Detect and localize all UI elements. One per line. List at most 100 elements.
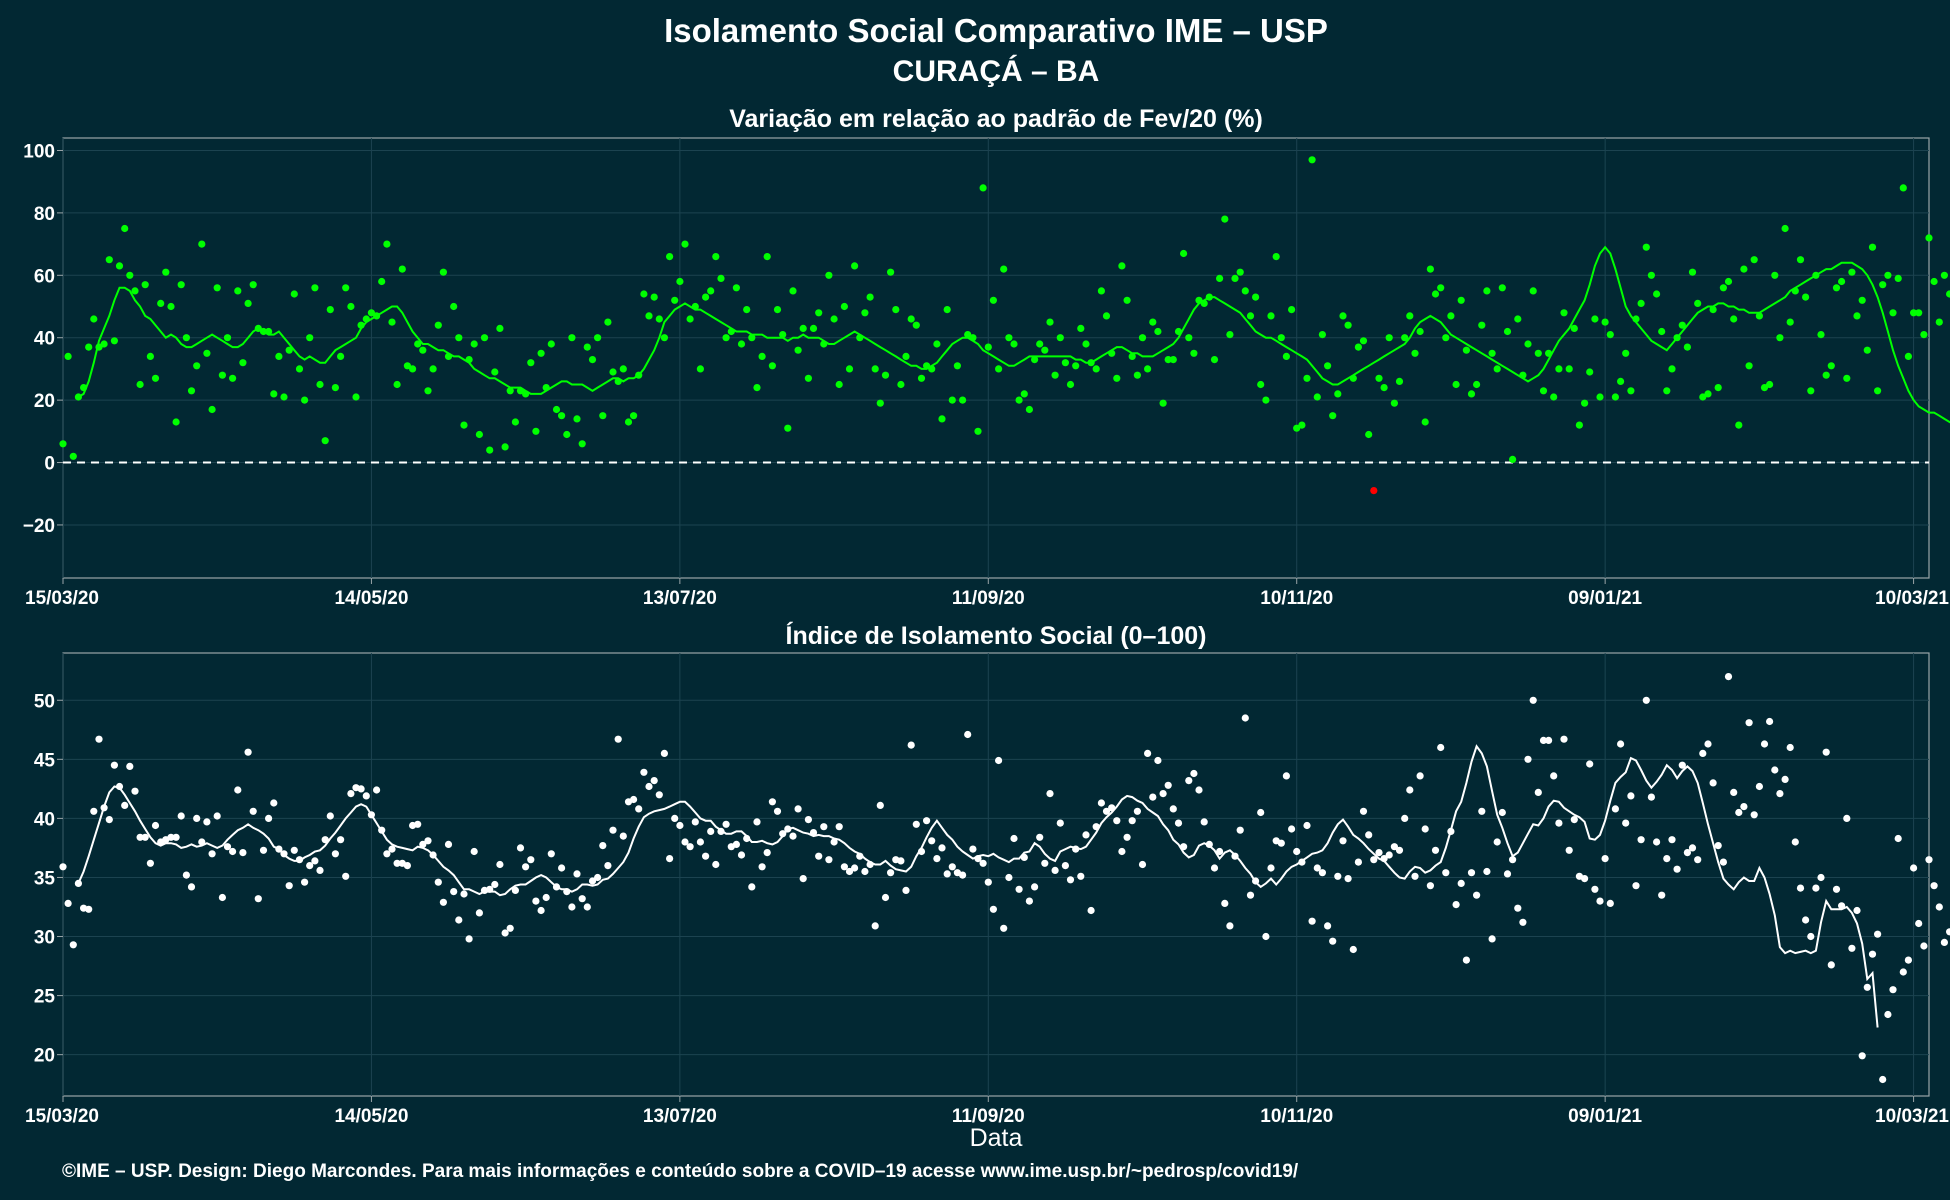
variation-chart-data-point [1339, 312, 1347, 320]
variation-chart-data-point [1529, 287, 1537, 295]
index-chart-data-point [737, 851, 746, 859]
variation-chart-data-point [537, 349, 545, 357]
variation-chart-data-point [666, 253, 674, 261]
index-chart-data-point [1622, 819, 1630, 827]
index-chart-data-point [1169, 805, 1177, 813]
variation-chart-y-tick-label: 20 [34, 391, 55, 412]
variation-chart-data-point [799, 324, 807, 332]
index-chart-data-point [558, 864, 566, 872]
index-chart-data-point [450, 888, 458, 896]
variation-chart-data-point [496, 324, 504, 332]
variation-chart-data-point [1575, 421, 1583, 429]
variation-chart-data-point [1154, 327, 1162, 336]
index-chart-data-point [1894, 834, 1902, 843]
variation-chart-data-point [830, 315, 838, 323]
index-chart-data-point [1730, 788, 1738, 797]
variation-chart-data-point [280, 393, 288, 401]
variation-chart-data-point [743, 306, 751, 314]
variation-chart-data-point [737, 340, 746, 348]
variation-chart-data-point [1324, 362, 1332, 370]
variation-chart-data-point [172, 418, 180, 426]
index-chart-data-point [501, 929, 509, 937]
variation-chart-data-point [779, 331, 787, 339]
index-chart-data-point [1946, 928, 1950, 936]
variation-chart-data-point [1570, 324, 1578, 332]
index-chart-data-point [383, 850, 391, 858]
variation-chart-data-point [1750, 256, 1758, 264]
index-chart-data-point [1514, 904, 1522, 912]
variation-chart-data-point [845, 365, 854, 373]
variation-chart-data-point [1853, 312, 1861, 320]
index-chart-data-point [1401, 814, 1409, 823]
variation-chart-data-point [1041, 346, 1049, 354]
variation-chart-data-point [146, 352, 154, 360]
index-chart-data-point [1077, 872, 1085, 880]
index-chart-data-point [1000, 924, 1008, 932]
index-chart-data-point [527, 856, 535, 864]
variation-chart-data-point [907, 315, 915, 323]
variation-chart-data-point [326, 306, 334, 314]
variation-chart-moving-average-line [77, 245, 1950, 424]
index-chart-data-point [1324, 922, 1332, 930]
variation-chart-data-point [599, 412, 607, 420]
variation-chart-data-point [1313, 393, 1321, 401]
x-axis-label: Data [970, 1124, 1023, 1152]
variation-chart-data-point [717, 274, 725, 282]
variation-chart-data-point [583, 343, 591, 351]
index-chart-data-point [347, 790, 355, 798]
variation-chart-data-point [1617, 377, 1625, 385]
index-chart-data-point [1395, 846, 1404, 854]
variation-chart-data-point [902, 352, 910, 360]
variation-chart-x-tick-label: 13/07/20 [643, 588, 717, 609]
index-chart-data-point [1061, 862, 1069, 870]
index-chart-data-point [126, 762, 134, 771]
index-chart-data-point [1581, 875, 1589, 883]
index-chart-data-point [1318, 869, 1326, 877]
variation-chart-data-point [1066, 380, 1075, 389]
variation-chart-data-point [1899, 184, 1907, 192]
index-chart-points [59, 673, 1950, 1084]
index-chart-data-point [1940, 938, 1948, 947]
variation-chart-data-point [352, 393, 360, 401]
index-chart-data-point [229, 847, 237, 856]
index-chart-data-point [1488, 935, 1496, 943]
variation-chart-y-axis: 100 80 60 40 20 0 −20 [23, 141, 63, 537]
index-chart-data-point [799, 875, 807, 883]
index-chart-data-point [393, 859, 401, 867]
variation-chart-data-point [974, 427, 982, 435]
variation-chart-data-point [59, 440, 67, 448]
variation-chart-data-point [229, 374, 237, 382]
index-chart-data-point [732, 840, 741, 849]
figure-title: Isolamento Social Comparativo IME – USP [664, 12, 1328, 49]
variation-chart-data-point [655, 315, 663, 323]
index-chart-data-point [1930, 882, 1938, 890]
variation-chart-data-point [681, 240, 689, 248]
variation-chart-data-point [532, 427, 540, 435]
index-chart-data-point [1421, 825, 1429, 833]
variation-chart-data-point [475, 430, 483, 439]
variation-chart-data-point [1627, 387, 1635, 395]
index-chart-data-point [419, 840, 427, 849]
variation-chart-data-point [470, 340, 478, 348]
variation-chart-x-tick-label: 10/11/20 [1260, 588, 1333, 609]
index-chart-data-point [881, 893, 890, 902]
variation-chart-data-point [141, 281, 149, 289]
variation-chart-data-point [1894, 274, 1902, 282]
index-chart-data-point [491, 880, 499, 889]
index-chart-y-tick-label: 20 [34, 1046, 55, 1067]
variation-chart-data-point [1622, 349, 1630, 357]
index-chart-data-point [686, 843, 694, 851]
index-chart-data-point [1493, 838, 1501, 846]
index-chart-data-point [506, 924, 514, 932]
index-chart-x-tick-label: 14/05/20 [334, 1106, 408, 1127]
variation-chart-data-point [1817, 331, 1825, 339]
index-chart-data-point [1185, 777, 1193, 785]
index-chart-data-point [984, 878, 992, 886]
index-chart-data-point [1344, 875, 1352, 883]
index-chart-data-point [1051, 866, 1059, 875]
index-chart-title: Índice de Isolamento Social (0–100) [786, 621, 1207, 650]
variation-chart-data-point [1843, 374, 1851, 382]
index-chart-data-point [1457, 879, 1465, 888]
index-chart-data-point [1308, 917, 1316, 925]
variation-chart-data-point [594, 334, 602, 342]
